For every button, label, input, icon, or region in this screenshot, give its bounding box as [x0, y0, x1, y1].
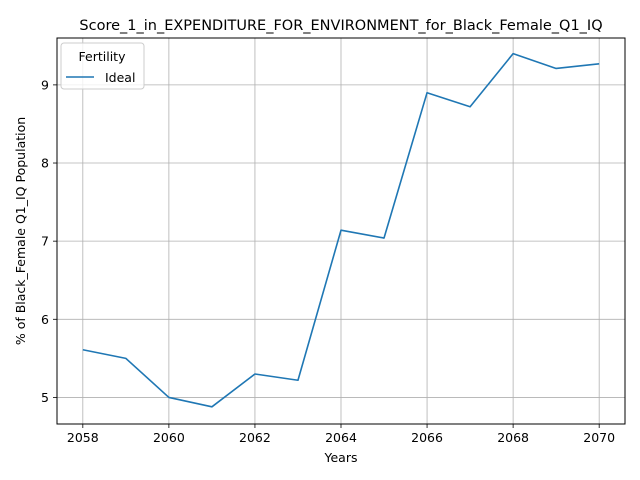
x-tick-label: 2064	[325, 430, 357, 445]
legend-title: Fertility	[79, 49, 127, 64]
x-tick-label: 2070	[583, 430, 615, 445]
x-axis-label: Years	[324, 450, 358, 465]
axis-ticks: 2058 2060 2062 2064 2066 2068 2070 5 6 7 8 9	[41, 77, 615, 445]
x-tick-label: 2060	[153, 430, 185, 445]
y-tick-label: 5	[41, 390, 49, 405]
x-tick-label: 2062	[239, 430, 271, 445]
x-tick-label: 2068	[497, 430, 529, 445]
y-tick-label: 7	[41, 234, 49, 249]
series-line-ideal	[82, 52, 600, 408]
chart-title: Score_1_in_EXPENDITURE_FOR_ENVIRONMENT_f…	[79, 18, 602, 34]
y-axis-label: % of Black_Female Q1_IQ Population	[13, 117, 28, 345]
x-tick-label: 2066	[411, 430, 443, 445]
x-tick-label: 2058	[67, 430, 99, 445]
grid	[57, 38, 625, 424]
legend-label-ideal: Ideal	[105, 70, 135, 85]
legend: Fertility Ideal	[60, 42, 145, 90]
y-tick-label: 6	[41, 312, 49, 327]
y-tick-label: 9	[41, 77, 49, 92]
y-tick-label: 8	[41, 156, 49, 171]
series-layer	[82, 52, 600, 408]
